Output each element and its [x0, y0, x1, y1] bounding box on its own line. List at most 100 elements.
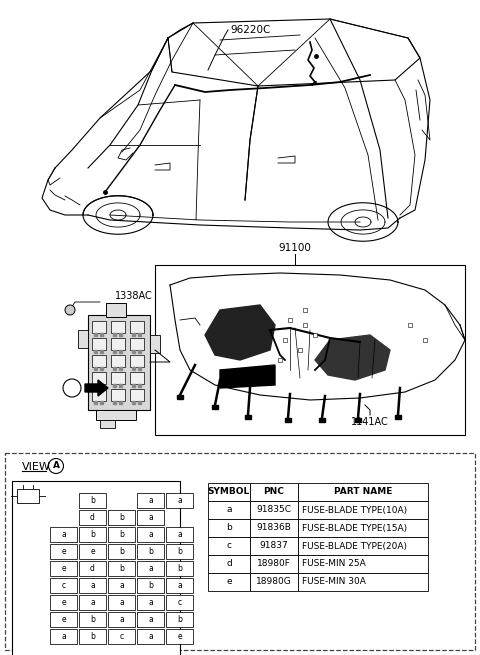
Bar	[94, 350, 97, 353]
Text: e: e	[226, 578, 232, 586]
Bar	[50, 578, 77, 593]
Bar	[108, 561, 135, 576]
Bar	[319, 418, 325, 422]
Text: c: c	[227, 542, 231, 550]
Bar	[250, 555, 298, 573]
Bar	[298, 348, 302, 352]
Bar	[79, 544, 106, 559]
Bar	[113, 333, 116, 336]
Bar	[111, 389, 125, 401]
Text: a: a	[177, 496, 182, 505]
Text: A: A	[69, 383, 75, 392]
Bar	[166, 544, 193, 559]
Bar	[166, 527, 193, 542]
Text: b: b	[148, 581, 153, 590]
Bar	[245, 415, 251, 419]
Bar	[138, 401, 141, 404]
Text: e: e	[61, 564, 66, 573]
Bar	[298, 555, 428, 573]
Bar	[132, 367, 135, 370]
Text: d: d	[226, 559, 232, 569]
Bar	[137, 544, 164, 559]
Text: b: b	[90, 615, 95, 624]
Bar	[100, 350, 103, 353]
Bar	[138, 333, 141, 336]
Bar	[79, 561, 106, 576]
Bar	[395, 415, 401, 419]
Text: b: b	[177, 564, 182, 573]
Bar	[298, 573, 428, 591]
Bar	[130, 338, 144, 350]
Text: b: b	[90, 530, 95, 539]
Text: a: a	[148, 496, 153, 505]
Bar	[119, 333, 122, 336]
Text: b: b	[119, 530, 124, 539]
Circle shape	[48, 458, 63, 474]
Bar	[113, 401, 116, 404]
Bar	[166, 493, 193, 508]
Text: FUSE-BLADE TYPE(20A): FUSE-BLADE TYPE(20A)	[302, 542, 407, 550]
Bar	[137, 612, 164, 627]
Text: b: b	[226, 523, 232, 533]
Bar	[132, 384, 135, 387]
Text: PART NAME: PART NAME	[334, 487, 392, 496]
Bar	[96, 410, 136, 420]
Text: A: A	[52, 462, 60, 470]
Bar	[113, 367, 116, 370]
Bar	[106, 303, 126, 317]
Text: e: e	[61, 598, 66, 607]
Text: b: b	[119, 564, 124, 573]
Bar	[111, 355, 125, 367]
Bar	[108, 612, 135, 627]
Bar	[100, 420, 115, 428]
Text: 1338AC: 1338AC	[115, 291, 153, 301]
Text: a: a	[177, 530, 182, 539]
Bar	[100, 333, 103, 336]
Bar	[208, 483, 250, 501]
Text: e: e	[61, 547, 66, 556]
Bar	[137, 629, 164, 644]
Bar	[177, 395, 183, 399]
Bar	[79, 578, 106, 593]
Text: a: a	[148, 615, 153, 624]
Bar	[298, 501, 428, 519]
Bar	[137, 578, 164, 593]
Bar	[113, 350, 116, 353]
Bar	[79, 629, 106, 644]
Bar	[119, 350, 122, 353]
Text: 91100: 91100	[278, 243, 312, 253]
Text: 91837: 91837	[260, 542, 288, 550]
Text: 96220C: 96220C	[230, 25, 270, 35]
Bar	[298, 537, 428, 555]
Bar	[208, 519, 250, 537]
Text: a: a	[177, 581, 182, 590]
Text: a: a	[90, 598, 95, 607]
Text: c: c	[61, 581, 66, 590]
Bar	[208, 573, 250, 591]
Text: c: c	[178, 598, 181, 607]
Bar	[130, 321, 144, 333]
Bar	[408, 323, 412, 327]
Text: a: a	[90, 581, 95, 590]
Polygon shape	[220, 365, 275, 388]
Bar	[166, 561, 193, 576]
Text: a: a	[148, 513, 153, 522]
Text: 1141AC: 1141AC	[351, 417, 389, 427]
Bar	[113, 384, 116, 387]
Text: VIEW: VIEW	[22, 462, 51, 472]
Text: d: d	[90, 564, 95, 573]
Bar	[108, 510, 135, 525]
Polygon shape	[85, 380, 108, 396]
Bar	[303, 308, 307, 312]
Bar	[94, 401, 97, 404]
Text: FUSE-MIN 30A: FUSE-MIN 30A	[302, 578, 366, 586]
Bar	[166, 578, 193, 593]
Bar	[108, 578, 135, 593]
Bar	[50, 595, 77, 610]
Bar	[50, 612, 77, 627]
Circle shape	[65, 305, 75, 315]
Text: b: b	[177, 547, 182, 556]
Bar	[94, 333, 97, 336]
Text: b: b	[90, 632, 95, 641]
Bar	[78, 330, 88, 348]
